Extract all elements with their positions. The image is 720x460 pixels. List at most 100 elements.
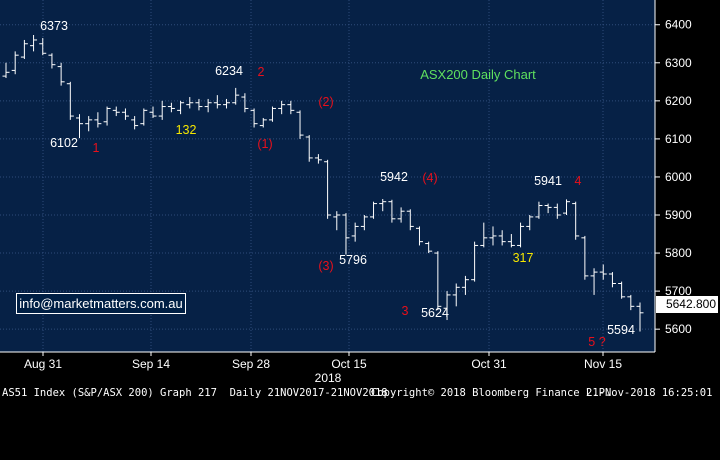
x-tick-label: Sep 14	[132, 357, 170, 371]
ohlc-bar	[535, 201, 543, 219]
ohlc-bar	[195, 98, 203, 111]
ohlc-bar	[498, 230, 506, 246]
ohlc-bar	[186, 97, 194, 109]
ohlc-bar	[140, 108, 148, 126]
chart-title: ASX200 Daily Chart	[420, 67, 536, 82]
chart-annotation: 5624	[421, 306, 449, 320]
ohlc-bar	[241, 93, 249, 113]
x-year-label: 2018	[315, 371, 342, 384]
ohlc-bar	[507, 234, 515, 248]
ohlc-bar	[204, 98, 212, 113]
ohlc-chart: 5600 5700 5800 5900 6000 6100 6200 6300 6400 Aug…	[0, 0, 720, 384]
ohlc-bar	[452, 283, 460, 307]
ohlc-bar	[324, 159, 332, 219]
ohlc-bar	[434, 251, 442, 311]
ohlc-bar	[618, 281, 626, 299]
chart-annotation: 5594	[607, 323, 635, 337]
chart-annotation: 6373	[40, 19, 68, 33]
ohlc-bar	[608, 272, 616, 288]
bloomberg-footer: AS51 Index (S&P/ASX 200) Graph 217 Daily…	[0, 384, 720, 403]
ohlc-bar	[30, 35, 38, 52]
ohlc-bar	[342, 213, 350, 255]
ohlc-bar	[599, 264, 607, 280]
x-axis-background	[0, 352, 655, 384]
ohlc-bar	[177, 100, 185, 115]
y-tick-label: 6300	[665, 56, 692, 70]
ohlc-bar	[526, 215, 534, 231]
ohlc-bar	[489, 226, 497, 246]
chart-annotation: 5 ?	[588, 335, 605, 349]
ohlc-bar	[287, 100, 295, 115]
ohlc-bar	[305, 135, 313, 162]
ohlc-bar	[636, 302, 644, 332]
last-price-box: 5642.800	[656, 296, 718, 313]
ohlc-bar	[562, 199, 570, 216]
price-bars	[2, 35, 644, 332]
annotations: 6373 6102 1 132 6234 2 (1) (2) 5942 (4) (3) 5796 3 56…	[40, 19, 635, 349]
ohlc-bar	[388, 199, 396, 223]
ohlc-bar	[259, 117, 267, 128]
ohlc-bar	[333, 211, 341, 231]
ohlc-bar	[480, 222, 488, 248]
ohlc-bar	[415, 226, 423, 246]
ohlc-bar	[39, 38, 47, 56]
ohlc-bar	[351, 222, 359, 242]
ohlc-bar	[296, 110, 304, 139]
chart-annotation: 6234	[215, 64, 243, 78]
ohlc-bar	[131, 116, 139, 130]
ohlc-bar	[250, 108, 258, 128]
ohlc-bar	[11, 51, 19, 75]
ohlc-bar	[85, 116, 93, 132]
chart-annotation: 5941	[534, 174, 562, 188]
y-tick-label: 6000	[665, 170, 692, 184]
ohlc-bar	[590, 268, 598, 295]
ohlc-bar	[167, 102, 175, 113]
chart-annotation: 4	[575, 174, 582, 188]
ohlc-bar	[268, 106, 276, 122]
ohlc-bar	[76, 114, 84, 139]
footer-copyright: Copyright© 2018 Bloomberg Finance L.P.	[371, 387, 612, 399]
y-axis: 5600 5700 5800 5900 6000 6100 6200 6300 6400	[654, 0, 692, 352]
ohlc-bar	[66, 81, 74, 120]
ohlc-bar	[121, 108, 129, 120]
ohlc-bar	[57, 62, 65, 86]
ohlc-bar	[406, 209, 414, 231]
chart-annotation: (3)	[318, 259, 333, 273]
chart-annotation: (4)	[422, 171, 437, 185]
chart-annotation: (1)	[257, 137, 272, 151]
website-label[interactable]: info@marketmatters.com.au	[16, 293, 186, 314]
axis-background	[655, 0, 720, 384]
chart-annotation: 317	[513, 251, 534, 265]
y-tick-label: 5800	[665, 246, 692, 260]
ohlc-bar	[360, 215, 368, 231]
ohlc-bar	[94, 112, 102, 128]
x-tick-label: Aug 31	[24, 357, 62, 371]
ohlc-bar	[2, 62, 10, 79]
chart-annotation: 5942	[380, 170, 408, 184]
ohlc-bar	[149, 106, 157, 118]
chart-annotation: 2	[258, 65, 265, 79]
footer-timestamp: 21-Nov-2018 16:25:01	[586, 387, 713, 399]
ohlc-bar	[581, 235, 589, 280]
ohlc-bar	[158, 100, 166, 120]
y-tick-label: 5600	[665, 322, 692, 336]
x-tick-label: Oct 31	[471, 357, 507, 371]
y-tick-label: 6200	[665, 94, 692, 108]
ohlc-bar	[223, 98, 231, 109]
x-axis: Aug 31 Sep 14 Sep 28 Oct 15 Oct 31 Nov 15	[0, 351, 655, 371]
ohlc-bar	[443, 291, 451, 321]
x-tick-label: Sep 28	[232, 357, 270, 371]
chart-annotation: 5796	[339, 253, 367, 267]
y-tick-label: 5900	[665, 208, 692, 222]
chart-annotation: 132	[176, 123, 197, 137]
ohlc-bar	[370, 201, 378, 219]
ohlc-bar	[553, 203, 561, 219]
ohlc-bar	[278, 100, 286, 115]
ohlc-bar	[314, 154, 322, 164]
ohlc-bar	[544, 203, 552, 214]
ohlc-bar	[425, 241, 433, 254]
y-tick-label: 5700	[665, 284, 692, 298]
footer-left: AS51 Index (S&P/ASX 200) Graph 217 Daily…	[2, 387, 388, 399]
ohlc-bar	[379, 199, 387, 212]
y-tick-label: 6400	[665, 18, 692, 32]
